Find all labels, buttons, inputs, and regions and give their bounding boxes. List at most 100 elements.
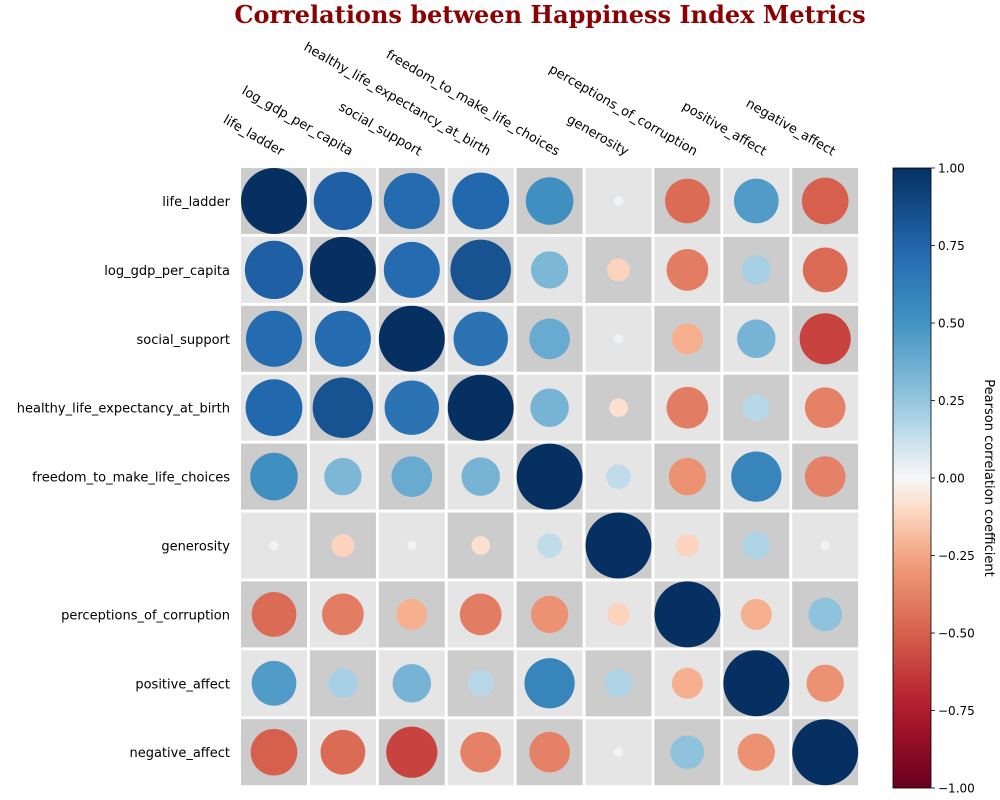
colorbar: 1.00 0.75 0.50 0.25 0.00 −0.25 −0.50 −0.75 −1.00…: [892, 162, 996, 796]
cell-circle-7-3: [467, 670, 494, 697]
cell-circle-4-4: [516, 443, 583, 510]
cell-circle-0-4: [525, 177, 574, 225]
cell-circle-6-8: [808, 597, 843, 632]
cell-circle-4-3: [461, 457, 500, 496]
cell-circle-6-4: [530, 595, 569, 634]
colorbar-tick-label: 1.00: [938, 162, 965, 176]
colorbar-tick-label: 0.00: [938, 472, 965, 486]
row-label-perceptions_of_corruption: perceptions_of_corruption: [61, 608, 230, 623]
cell-circle-1-3: [450, 239, 511, 301]
cell-circle-3-0: [245, 379, 303, 437]
cell-circle-8-3: [460, 731, 502, 773]
cell-circle-5-7: [742, 531, 771, 560]
cell-circle-6-6: [654, 581, 721, 648]
cell-circle-3-1: [312, 377, 374, 438]
cell-circle-4-8: [804, 456, 846, 497]
cell-circle-1-5: [607, 258, 630, 282]
colorbar-ticks: 1.00 0.75 0.50 0.25 0.00 −0.25 −0.50 −0.75 −1.00: [931, 162, 975, 796]
cell-circle-8-5: [613, 747, 624, 757]
cell-circle-4-2: [391, 456, 433, 497]
row-labels: life_ladder log_gdp_per_capita social_supp…: [17, 195, 231, 761]
colorbar-tick-label: 0.25: [938, 394, 965, 408]
colorbar-tick-label: −0.75: [938, 704, 975, 718]
cell-circle-1-2: [383, 241, 440, 298]
column-labels: life_ladderlog_gdp_per_capitasocial_supp…: [220, 40, 837, 160]
cell-circle-3-6: [666, 386, 709, 429]
cell-circle-3-3: [447, 374, 514, 441]
cell-circle-2-5: [613, 334, 624, 344]
cell-circle-0-0: [241, 168, 307, 234]
cell-circle-6-0: [251, 592, 297, 637]
cell-circle-2-2: [378, 305, 445, 372]
cell-circle-8-8: [792, 719, 859, 786]
cell-circle-7-1: [328, 668, 358, 699]
cell-circle-7-6: [671, 667, 703, 699]
cell-circle-0-1: [313, 171, 373, 231]
cell-circle-3-7: [743, 394, 770, 421]
cell-circle-6-5: [607, 602, 630, 626]
cell-circle-1-6: [666, 249, 709, 291]
cell-circle-5-4: [537, 533, 562, 558]
cell-circle-6-2: [396, 598, 428, 630]
colorbar-label: Pearson correlation coefficient: [981, 379, 996, 576]
cell-circle-0-8: [801, 177, 849, 225]
cell-circle-7-5: [604, 669, 633, 698]
cell-circle-8-4: [529, 731, 570, 773]
cell-circle-5-1: [331, 534, 355, 557]
cell-circle-2-0: [246, 310, 302, 367]
cell-circle-0-3: [452, 172, 510, 230]
colorbar-tick-label: 0.50: [938, 317, 965, 331]
cell-circle-2-3: [453, 311, 508, 367]
colorbar-gradient: [892, 167, 932, 789]
cell-circle-2-6: [671, 323, 703, 355]
cell-circle-2-7: [737, 319, 776, 359]
cell-circle-5-6: [675, 534, 699, 557]
cell-circle-2-1: [314, 310, 371, 367]
row-label-positive_affect: positive_affect: [135, 677, 230, 692]
cell-circle-7-4: [524, 658, 575, 709]
colorbar-tick-label: −1.00: [938, 782, 975, 796]
colorbar-tick-label: −0.50: [938, 627, 975, 641]
cell-circle-0-6: [665, 178, 710, 224]
cell-circle-3-4: [530, 388, 569, 427]
cell-circle-1-7: [741, 255, 772, 285]
cell-circle-6-7: [740, 598, 772, 630]
row-label-negative_affect: negative_affect: [129, 746, 230, 761]
cell-circle-5-8: [820, 540, 830, 551]
cell-circle-3-5: [609, 398, 628, 418]
row-label-freedom_to_make_life_choices: freedom_to_make_life_choices: [32, 471, 230, 486]
cell-circle-4-6: [668, 457, 707, 496]
heatmap-grid: [241, 168, 859, 786]
column-label-generosity: generosity: [564, 112, 631, 159]
cell-circle-8-2: [386, 726, 438, 778]
cell-circle-7-2: [392, 664, 432, 703]
cell-circle-2-4: [529, 318, 570, 360]
chart-title: Correlations between Happiness Index Met…: [234, 0, 865, 29]
row-label-healthy_life_expectancy_at_birth: healthy_life_expectancy_at_birth: [17, 402, 230, 417]
colorbar-tick-label: −0.25: [938, 549, 975, 563]
cell-circle-5-2: [407, 540, 417, 551]
cell-circle-1-0: [244, 240, 304, 300]
cell-circle-6-3: [459, 593, 502, 636]
cell-circle-0-5: [613, 196, 624, 206]
cell-circle-4-7: [731, 451, 782, 502]
cell-circle-8-6: [670, 735, 705, 770]
cell-circle-4-0: [250, 452, 298, 501]
column-label-life_ladder: life_ladder: [220, 113, 287, 160]
row-label-log_gdp_per_capita: log_gdp_per_capita: [104, 264, 230, 279]
row-label-social_support: social_support: [137, 333, 230, 348]
cell-circle-1-8: [802, 247, 848, 293]
cell-circle-1-4: [530, 251, 569, 289]
cell-circle-5-0: [269, 540, 279, 551]
row-label-life_ladder: life_ladder: [162, 195, 230, 210]
cell-circle-8-1: [320, 729, 366, 775]
cell-circle-7-7: [723, 650, 790, 717]
cell-circle-4-1: [324, 457, 362, 496]
cell-circle-4-5: [606, 464, 631, 489]
cell-circle-3-8: [804, 387, 846, 429]
cell-circle-0-2: [383, 173, 440, 229]
cell-circle-7-0: [251, 660, 297, 706]
row-label-generosity: generosity: [161, 540, 230, 555]
cell-circle-1-1: [309, 236, 376, 303]
